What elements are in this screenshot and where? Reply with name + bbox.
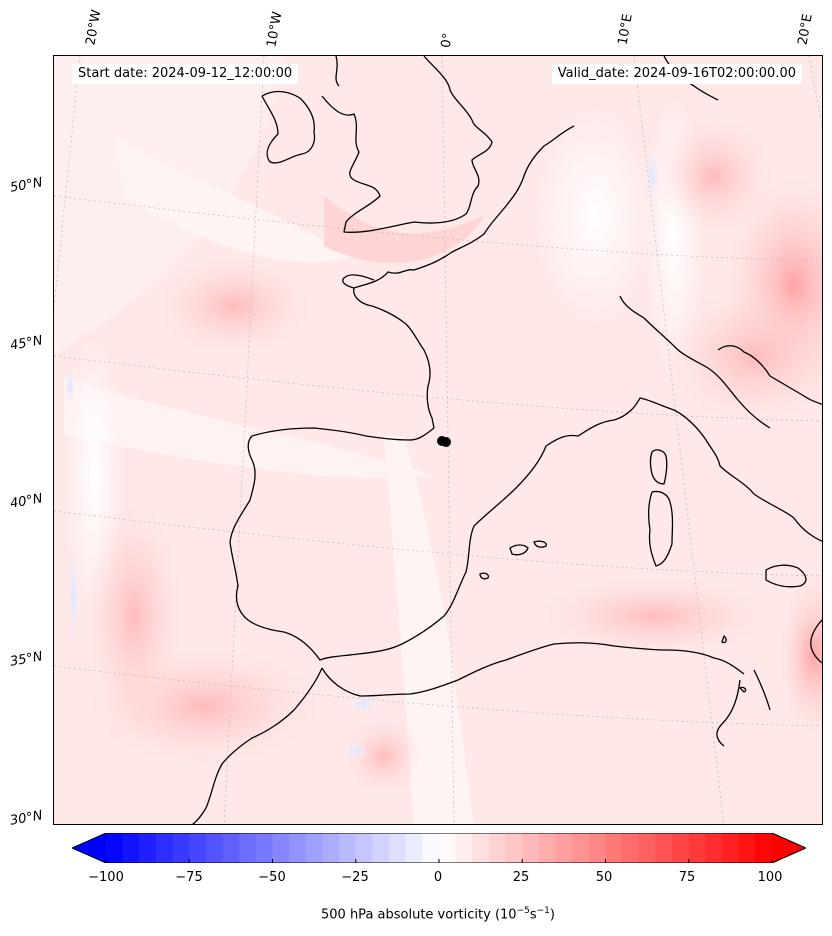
colorbar-segment — [106, 833, 124, 863]
colorbar-segment — [738, 833, 756, 863]
colorbar-segment — [139, 833, 157, 863]
valid-date-label: Valid_date: 2024-09-16T02:00:00.00 — [551, 64, 802, 84]
colorbar-segment — [505, 833, 523, 863]
coast-north-africa — [191, 642, 745, 824]
colorbar-segment — [572, 833, 590, 863]
colorbar-segment — [389, 833, 407, 863]
vorticity-map[interactable] — [53, 55, 823, 825]
coast-sardinia — [648, 490, 674, 567]
colorbar-extend-max — [772, 833, 806, 863]
colorbar-segment — [189, 833, 207, 863]
colorbar-segment — [638, 833, 657, 863]
colorbar-tick: −100 — [88, 870, 124, 885]
lon-label-20w: 20°W — [83, 8, 105, 47]
lat-label-35n: 35°N — [8, 649, 44, 670]
lon-label-10w: 10°W — [264, 10, 286, 49]
colorbar-segment — [622, 833, 640, 863]
coast-great-britain — [321, 56, 493, 233]
map-canvas — [54, 56, 822, 824]
colorbar-segment — [222, 833, 240, 863]
colorbar-segment — [122, 833, 140, 863]
colorbar-segment — [722, 833, 740, 863]
colorbar-segment — [588, 833, 607, 863]
coast-balearics — [479, 540, 547, 580]
colorbar-segment — [522, 833, 540, 863]
colorbar-extend-min — [72, 833, 106, 863]
colorbar-segment — [272, 833, 290, 863]
lat-label-40n: 40°N — [8, 491, 44, 512]
colorbar-segment — [538, 833, 557, 863]
colorbar-tick: −75 — [175, 870, 203, 885]
lon-label-20e: 20°E — [795, 12, 816, 47]
colorbar-tick: 25 — [512, 870, 530, 885]
coast-iberia — [229, 427, 547, 661]
colorbar-segment — [322, 833, 340, 863]
colorbar-segment — [705, 833, 723, 863]
colorbar-segment — [355, 833, 373, 863]
colorbar-segment — [672, 833, 690, 863]
start-date-label: Start date: 2024-09-12_12:00:00 — [72, 64, 299, 84]
coastlines — [191, 56, 822, 824]
colorbar-segment — [755, 833, 773, 863]
colorbar-segment — [655, 833, 673, 863]
colorbar-segment — [472, 833, 490, 863]
coast-corsica — [649, 449, 668, 485]
colorbar-segment — [372, 833, 390, 863]
colorbar-label: 500 hPa absolute vorticity (10−5s−1) — [321, 906, 555, 923]
colorbar-segment — [155, 833, 174, 863]
lat-label-50n: 50°N — [8, 175, 44, 196]
lon-label-10e: 10°E — [615, 12, 636, 47]
colorbar-segment — [339, 833, 357, 863]
colorbar-segment — [239, 833, 257, 863]
colorbar-segment — [255, 833, 274, 863]
station-marker[interactable] — [437, 436, 451, 447]
coast-sicily — [765, 564, 807, 588]
colorbar-segment — [455, 833, 473, 863]
colorbar — [72, 833, 806, 863]
colorbar-tick: −25 — [341, 870, 369, 885]
colorbar-tick: 50 — [595, 870, 613, 885]
colorbar-segment — [422, 833, 440, 863]
colorbar-segment — [172, 833, 190, 863]
colorbar-segment — [205, 833, 224, 863]
colorbar-segment — [439, 833, 457, 863]
colorbar-segment — [605, 833, 623, 863]
lat-label-30n: 30°N — [8, 808, 44, 829]
colorbar-tick: 0 — [433, 870, 443, 885]
colorbar-tick: 100 — [757, 870, 783, 885]
colorbar-segment — [688, 833, 706, 863]
vorticity-shading — [54, 56, 822, 824]
colorbar-segment — [488, 833, 507, 863]
coast-med-north — [545, 397, 822, 542]
colorbar-segment — [555, 833, 573, 863]
coast-ireland — [261, 90, 316, 164]
colorbar-segment — [289, 833, 307, 863]
lat-label-45n: 45°N — [8, 333, 44, 354]
colorbar-tick: −50 — [258, 870, 286, 885]
colorbar-segment — [305, 833, 324, 863]
lon-label-0: 0° — [438, 31, 457, 50]
colorbar-tick: 75 — [678, 870, 696, 885]
colorbar-segment — [405, 833, 423, 863]
coast-france — [353, 125, 575, 429]
